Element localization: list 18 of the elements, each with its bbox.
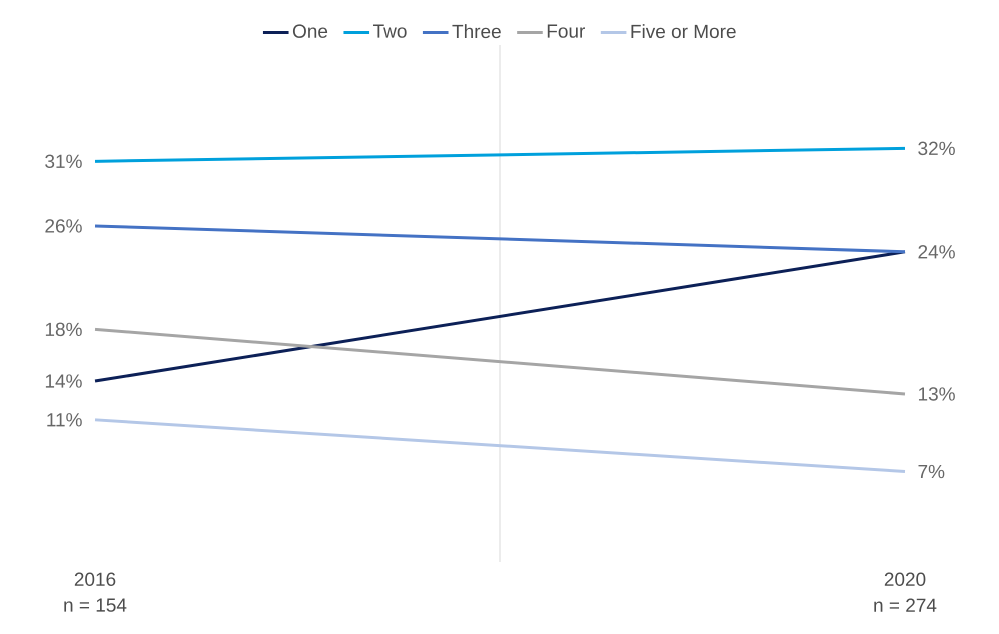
- data-label: 11%: [47, 413, 82, 426]
- legend-label: Four: [548, 24, 585, 38]
- legend-label: Two: [372, 24, 407, 38]
- data-label: 14%: [46, 374, 82, 388]
- x-tick-label: 2016: [74, 572, 116, 586]
- legend-label: Five or More: [631, 24, 736, 38]
- legend-label: Three: [452, 24, 501, 38]
- data-label: 32%: [918, 142, 955, 156]
- text: n = 154: [64, 598, 126, 612]
- x-tick-label: 2020: [884, 572, 926, 586]
- data-label: 31%: [45, 154, 82, 168]
- legend-label: One: [292, 24, 328, 38]
- data-label: 18%: [46, 322, 82, 336]
- data-label: 13%: [918, 387, 955, 401]
- data-label: 26%: [45, 219, 82, 233]
- text: n = 274: [874, 598, 936, 612]
- data-label: 7%: [918, 464, 944, 478]
- data-label: 24%: [918, 245, 955, 258]
